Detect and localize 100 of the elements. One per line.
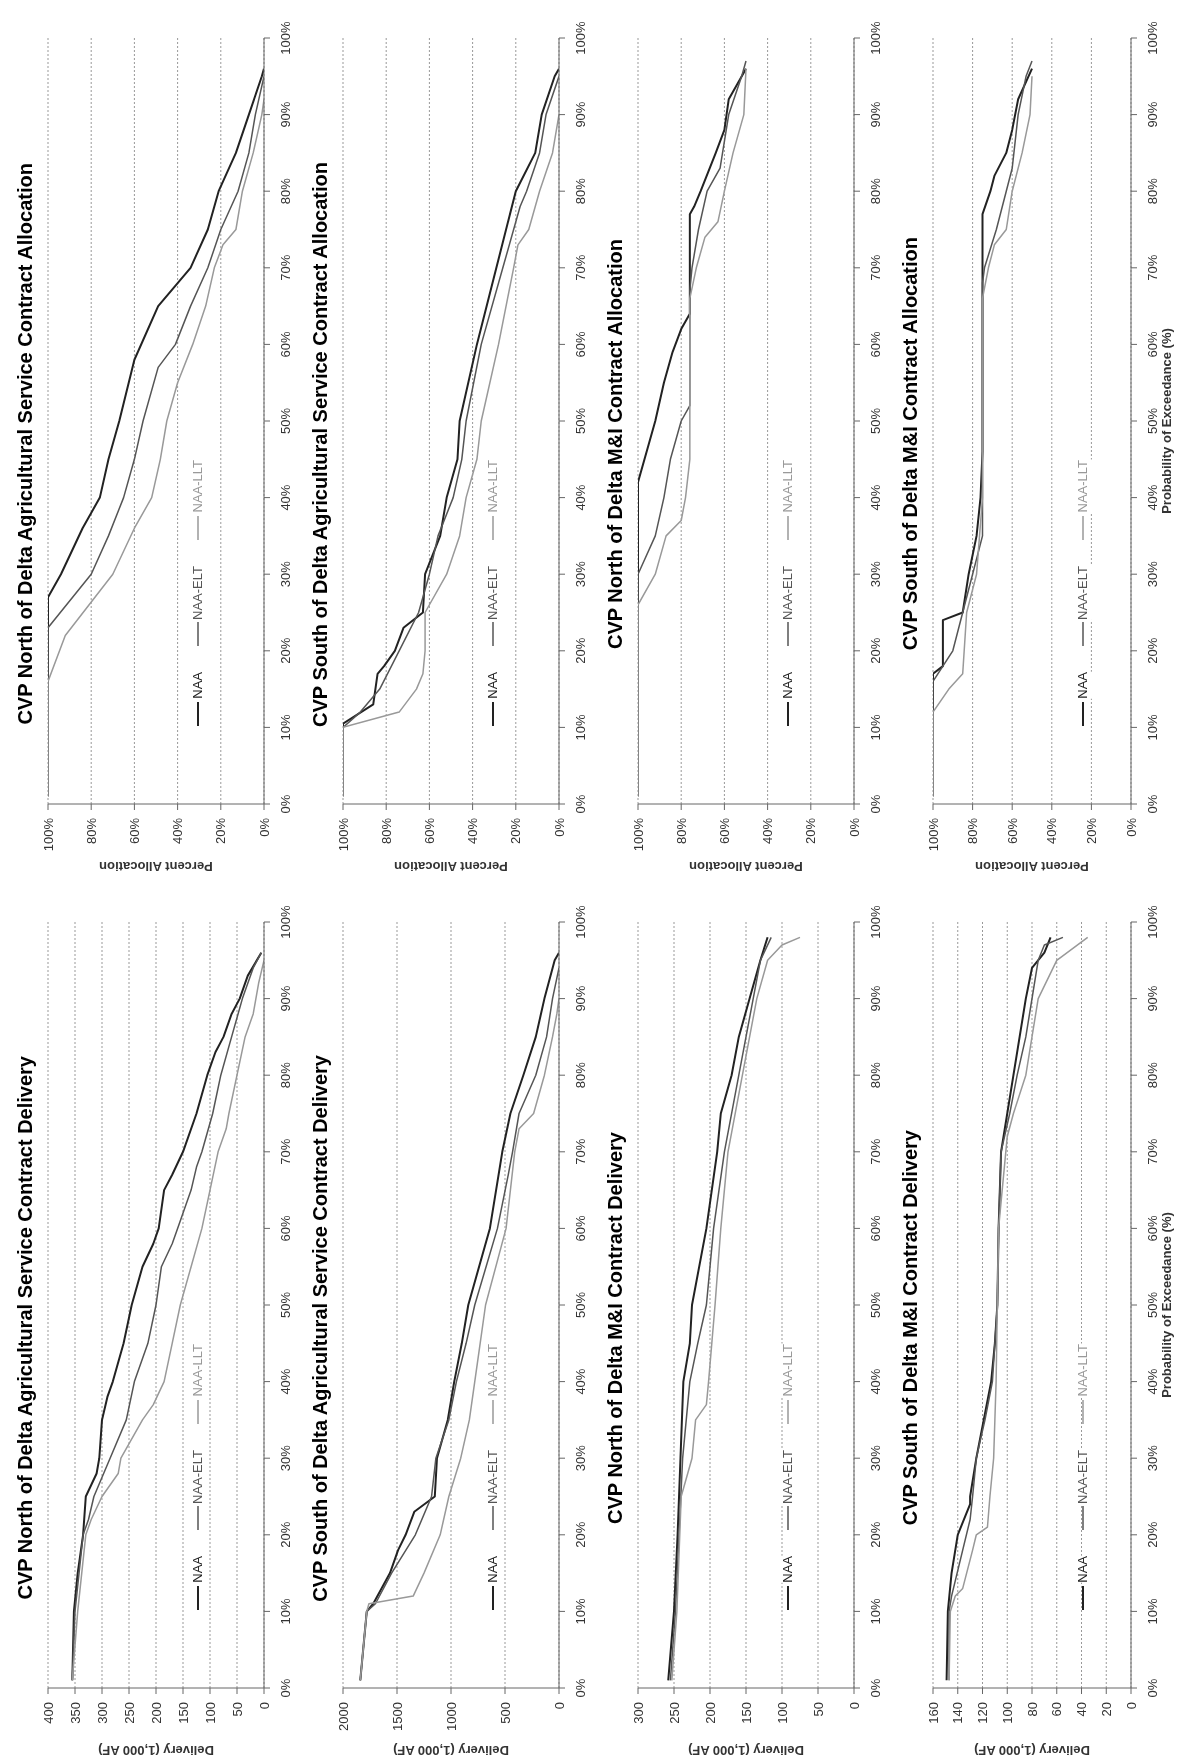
- text: NAA: [483, 1556, 502, 1584]
- text: NAA-ELT: [1073, 1449, 1092, 1504]
- x-tick-label: 20%: [213, 817, 229, 845]
- y-tick-label: 30%: [867, 560, 883, 588]
- y-tick-label: 100%: [277, 20, 293, 55]
- x-tick-label: 200: [702, 1702, 718, 1724]
- text: NAA: [188, 672, 207, 700]
- y-tick-label: 90%: [277, 985, 293, 1012]
- y-tick-label: 60%: [867, 1214, 883, 1242]
- x-tick-label: 120: [975, 1702, 990, 1724]
- y-tick-label: 0%: [1144, 794, 1160, 814]
- y-tick-label: 10%: [277, 713, 293, 741]
- y-tick-label: 20%: [1144, 637, 1160, 664]
- x-tick-label: 350: [67, 1702, 83, 1724]
- x-tick-label: 40%: [465, 817, 481, 845]
- y-tick-label: 30%: [1144, 560, 1160, 588]
- text: NAA-LLT: [778, 460, 797, 513]
- text: CVP North of Delta Agricultural Service Contract Allocation: [13, 163, 37, 725]
- x-tick-label: 20: [1098, 1702, 1114, 1717]
- y-tick-label: 10%: [572, 1597, 588, 1625]
- x-axis-title: Delivery (1,000 AF): [98, 1743, 214, 1758]
- text: CVP North of Delta M&I Contract Delivery: [603, 1132, 627, 1524]
- x-tick-label: 1500: [389, 1702, 405, 1731]
- x-tick-label: 0: [1123, 1702, 1139, 1710]
- y-tick-label: 60%: [1144, 1214, 1160, 1242]
- text: CVP South of Delta M&I Contract Delivery: [898, 1130, 922, 1526]
- text: CVP South of Delta Agricultural Service Contract Delivery: [308, 1054, 332, 1602]
- x-axis-title: Delivery (1,000 AF): [688, 1743, 804, 1758]
- text: CVP North of Delta Agricultural Service Contract Delivery: [13, 1056, 37, 1600]
- x-tick-label: 20%: [1083, 817, 1099, 845]
- y-tick-label: 80%: [572, 1061, 588, 1089]
- x-tick-label: 20%: [803, 817, 819, 845]
- x-tick-label: 60%: [126, 817, 142, 845]
- x-tick-label: 100%: [40, 817, 56, 852]
- x-tick-label: 80%: [673, 817, 689, 845]
- x-tick-label: 0%: [256, 817, 272, 837]
- text: NAA-LLT: [188, 1344, 207, 1397]
- y-tick-label: 20%: [572, 1521, 588, 1548]
- y-tick-label: 70%: [867, 254, 883, 281]
- y-tick-label: 100%: [1144, 20, 1160, 55]
- text: NAA-ELT: [188, 1449, 207, 1504]
- y-tick-label: 80%: [867, 1061, 883, 1089]
- y-tick-label: 90%: [867, 985, 883, 1012]
- x-tick-label: 150: [175, 1702, 191, 1724]
- x-tick-label: 20%: [508, 817, 524, 845]
- x-tick-label: 250: [666, 1702, 682, 1724]
- y-tick-label: 100%: [1144, 904, 1160, 939]
- y-tick-label: 40%: [277, 1368, 293, 1395]
- y-tick-label: 30%: [277, 560, 293, 588]
- x-tick-label: 80%: [965, 817, 981, 845]
- y-tick-label: 10%: [1144, 1597, 1160, 1625]
- x-tick-label: 80%: [83, 817, 99, 845]
- y-tick-label: 40%: [572, 1368, 588, 1395]
- y-tick-label: 80%: [1144, 177, 1160, 205]
- text: NAA-LLT: [483, 460, 502, 513]
- x-tick-label: 400: [40, 1702, 56, 1724]
- x-tick-label: 100%: [630, 817, 646, 852]
- text: NAA: [1073, 672, 1092, 700]
- y-tick-label: 100%: [572, 20, 588, 55]
- x-tick-label: 2000: [335, 1702, 351, 1731]
- y-tick-label: 90%: [572, 101, 588, 128]
- x-tick-label: 40%: [760, 817, 776, 845]
- y-tick-label: 90%: [867, 101, 883, 128]
- y-tick-label: 10%: [867, 713, 883, 741]
- text: NAA-ELT: [1073, 565, 1092, 620]
- x-tick-label: 80: [1024, 1702, 1040, 1717]
- y-tick-label: 20%: [572, 637, 588, 664]
- y-tick-label: 50%: [277, 1291, 293, 1319]
- y-tick-label: 40%: [572, 484, 588, 511]
- y-axis-title: Probability of Exceedance (%): [1159, 1212, 1174, 1398]
- y-tick-label: 70%: [867, 1138, 883, 1165]
- text: NAA: [483, 672, 502, 700]
- y-tick-label: 50%: [572, 407, 588, 435]
- x-axis-title: Delivery (1,000 AF): [393, 1743, 509, 1758]
- x-tick-label: 300: [630, 1702, 646, 1724]
- y-tick-label: 40%: [277, 484, 293, 511]
- y-tick-label: 90%: [277, 101, 293, 128]
- x-tick-label: 160: [925, 1702, 941, 1724]
- x-tick-label: 150: [738, 1702, 754, 1724]
- x-axis-title: Percent Allocation: [394, 859, 508, 874]
- x-tick-label: 0: [846, 1702, 862, 1710]
- text: NAA-LLT: [1073, 1344, 1092, 1397]
- x-tick-label: 60%: [1004, 817, 1020, 845]
- y-tick-label: 60%: [277, 1214, 293, 1242]
- text: NAA: [778, 1556, 797, 1584]
- y-tick-label: 0%: [277, 794, 293, 814]
- y-tick-label: 50%: [867, 1291, 883, 1319]
- y-tick-label: 100%: [867, 904, 883, 939]
- y-tick-label: 30%: [867, 1444, 883, 1472]
- y-tick-label: 10%: [277, 1597, 293, 1625]
- y-axis-title: Probability of Exceedance (%): [1159, 328, 1174, 514]
- y-tick-label: 30%: [572, 560, 588, 588]
- y-tick-label: 10%: [1144, 713, 1160, 741]
- y-tick-label: 90%: [1144, 985, 1160, 1012]
- text: NAA: [188, 1556, 207, 1584]
- y-tick-label: 60%: [277, 330, 293, 358]
- y-tick-label: 50%: [867, 407, 883, 435]
- y-tick-label: 70%: [572, 254, 588, 281]
- y-tick-label: 20%: [1144, 1521, 1160, 1548]
- y-tick-label: 60%: [572, 330, 588, 358]
